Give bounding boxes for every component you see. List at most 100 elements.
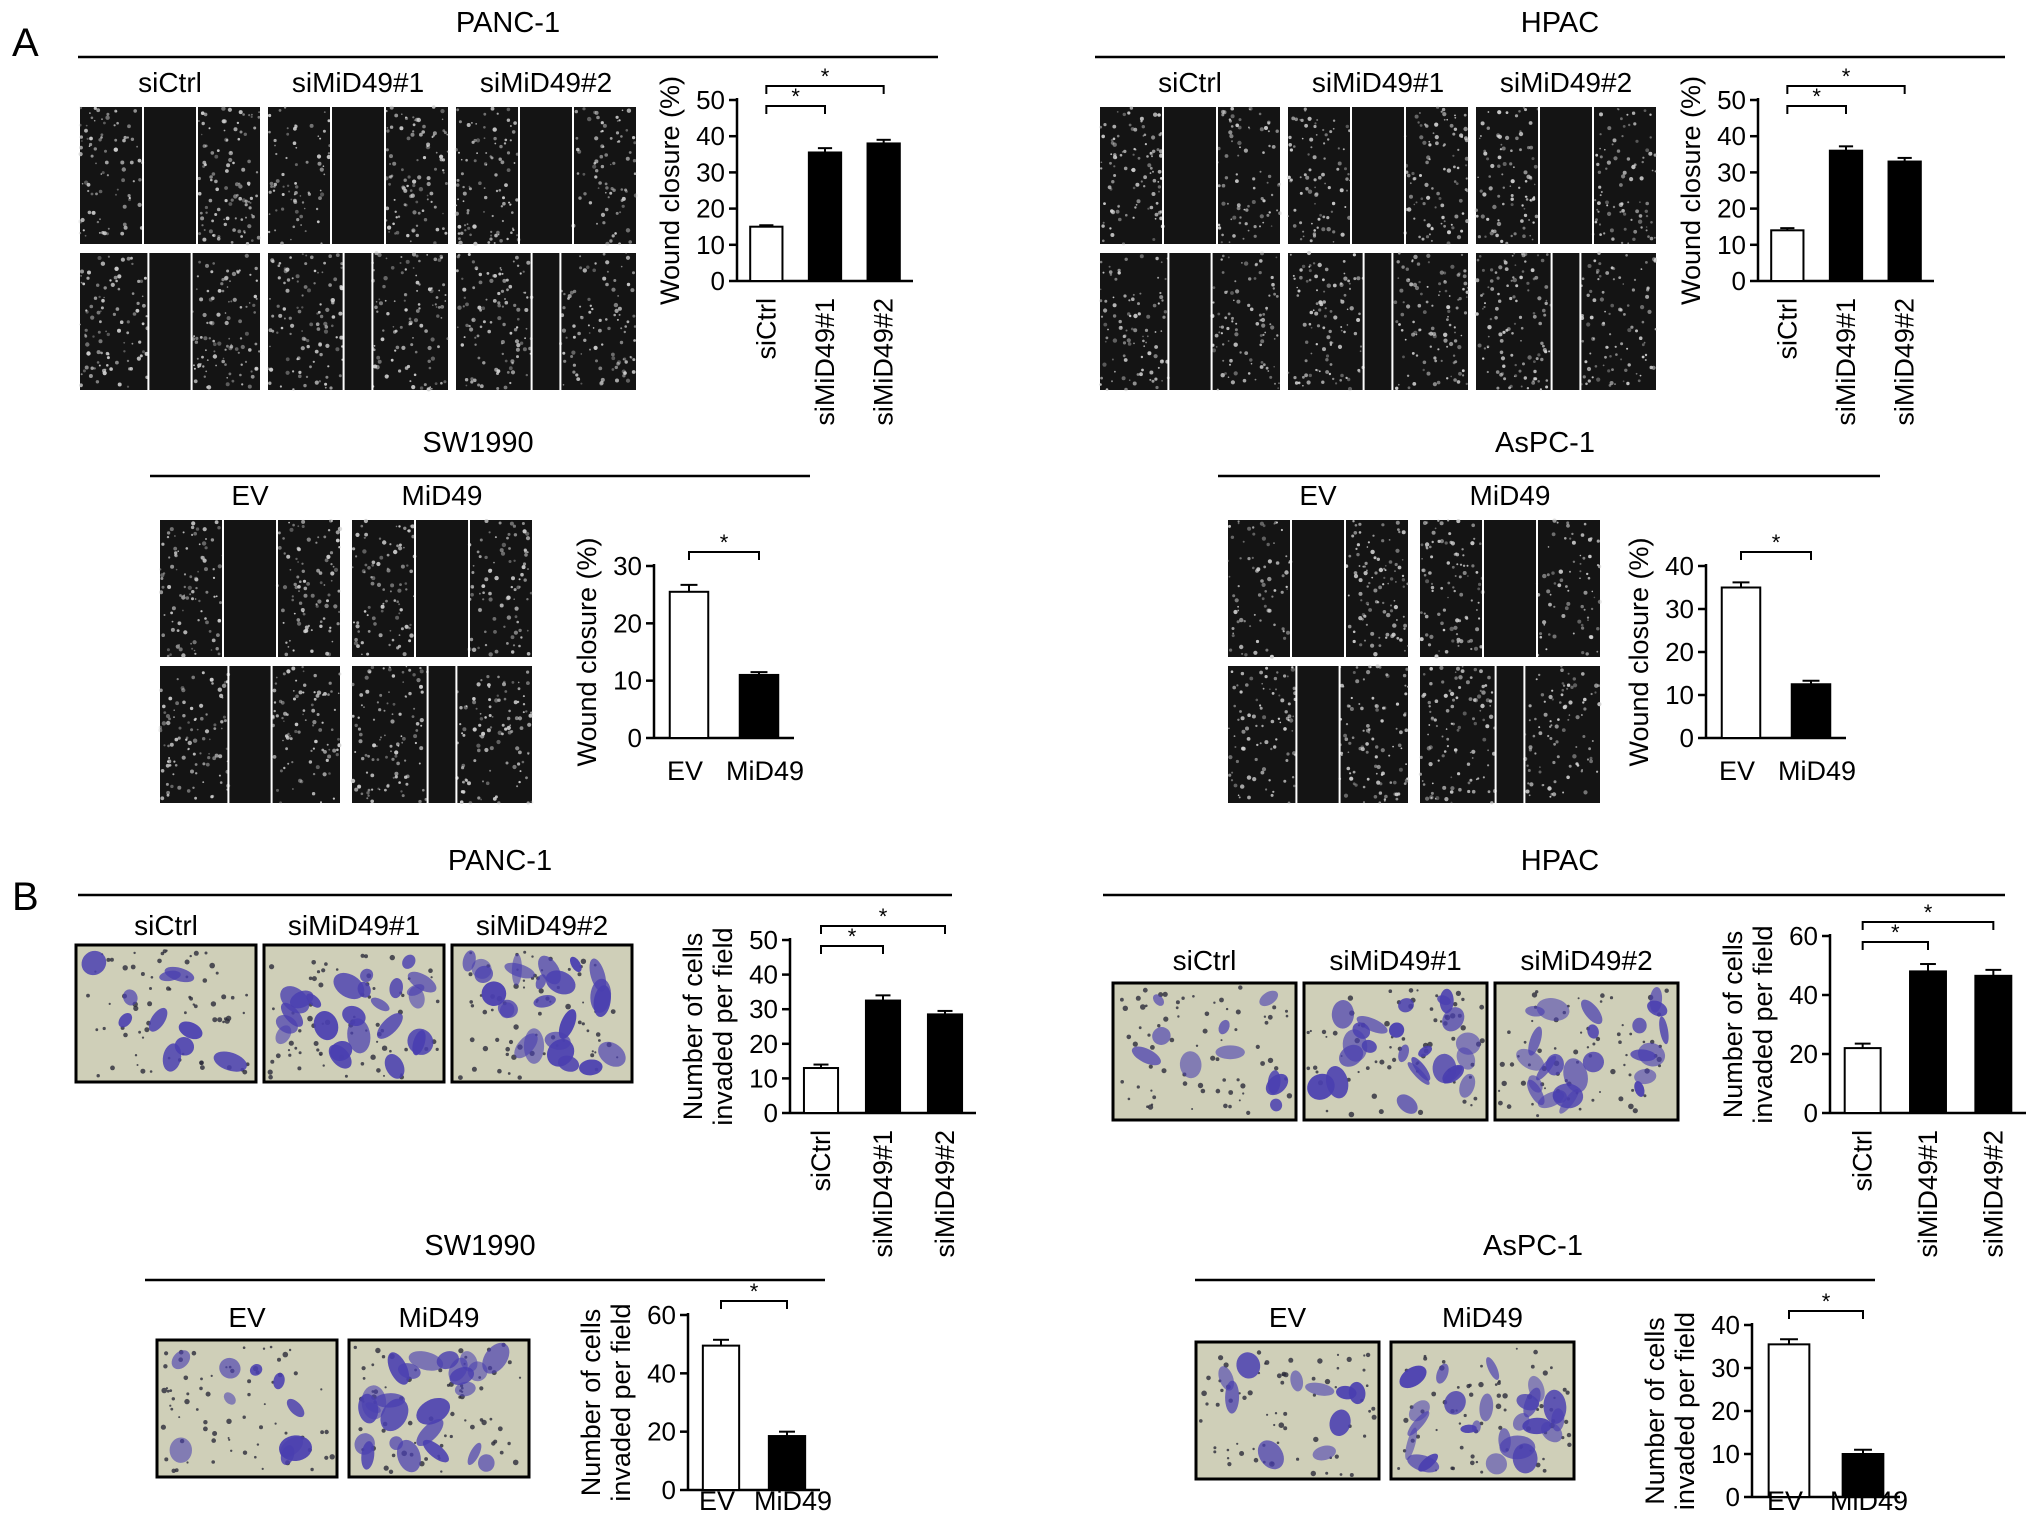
y-tick-label: 10 xyxy=(749,1063,778,1093)
subpanel-sw1990-wound: SW1990 EV MiD49 0 10 20 30 EV MiD49 * Wound closur… xyxy=(150,427,810,805)
bar xyxy=(864,999,902,1114)
condition-label: siMiD49#1 xyxy=(1312,67,1444,98)
bar xyxy=(701,1344,741,1491)
y-tick-label: 0 xyxy=(764,1098,778,1128)
y-tick-label: 20 xyxy=(1789,1039,1818,1069)
significance-bracket xyxy=(820,945,884,954)
transwell-image xyxy=(1194,1340,1381,1481)
significance-asterisk: * xyxy=(1924,900,1933,925)
wound-image xyxy=(1420,520,1600,657)
bar xyxy=(1770,229,1805,283)
y-tick-label: 40 xyxy=(696,121,725,151)
y-axis-label: Wound closure (%) xyxy=(655,76,685,305)
y-tick-label: 10 xyxy=(1717,230,1746,260)
bar xyxy=(1909,970,1947,1115)
significance-bracket xyxy=(720,1300,788,1309)
bar xyxy=(749,225,784,282)
cell-line-title: SW1990 xyxy=(422,427,533,459)
condition-label: siMiD49#1 xyxy=(292,67,424,98)
bar xyxy=(926,1013,964,1115)
wound-image xyxy=(80,107,260,244)
cell-line-title: HPAC xyxy=(1521,7,1599,39)
condition-label: EV xyxy=(228,1302,266,1333)
cell-texture xyxy=(267,251,450,392)
stained-cells xyxy=(458,950,626,1080)
wound-image xyxy=(1288,107,1468,244)
x-category-label: siMiD49#1 xyxy=(1913,1130,1943,1258)
cell-line-title: AsPC-1 xyxy=(1495,427,1595,459)
y-tick-label: 10 xyxy=(1711,1439,1740,1469)
significance-bracket xyxy=(1786,85,1906,94)
cell-line-title: SW1990 xyxy=(424,1230,535,1262)
x-category-label: EV xyxy=(1719,756,1755,786)
x-category-label: MiD49 xyxy=(1778,756,1856,786)
condition-label: siMiD49#2 xyxy=(1520,945,1652,976)
subpanel-aspc-1-invasion: AsPC-1 EV MiD49 0 10 20 30 40 EV MiD49 * Number of … xyxy=(1194,1230,1908,1516)
subpanel-sw1990-invasion: SW1990 EV MiD49 0 20 40 60 EV MiD49 * Number of ce… xyxy=(145,1230,832,1516)
bar-chart: 0 10 20 30 40 EV MiD49 * Wound closure (%) xyxy=(1624,530,1856,786)
stained-cells xyxy=(267,953,440,1080)
subpanel-panc-1-wound: PANC-1 siCtrl siMiD49#1 siMiD49#2 0 10 20 30 40 5… xyxy=(78,7,938,426)
y-tick-label: 20 xyxy=(647,1417,676,1447)
condition-label: siCtrl xyxy=(134,910,198,941)
x-category-label: siCtrl xyxy=(751,298,781,360)
cell-texture xyxy=(1474,106,1657,245)
bar xyxy=(1767,1343,1811,1498)
x-category-label: siMiD49#2 xyxy=(1978,1130,2008,1258)
y-tick-label: 10 xyxy=(696,230,725,260)
significance-asterisk: * xyxy=(821,64,830,89)
wound-image xyxy=(160,666,340,803)
y-tick-label: 20 xyxy=(749,1029,778,1059)
y-tick-label: 50 xyxy=(749,925,778,955)
condition-label: MiD49 xyxy=(402,480,483,511)
y-tick-label: 40 xyxy=(1665,551,1694,581)
cell-line-title: AsPC-1 xyxy=(1483,1230,1583,1262)
y-axis-label: Number of cells xyxy=(1640,1317,1670,1505)
wound-image xyxy=(1476,253,1656,390)
y-axis-label: Number of cells xyxy=(678,933,708,1121)
cell-texture xyxy=(1419,518,1602,659)
x-category-label: siMiD49#2 xyxy=(930,1130,960,1258)
y-tick-label: 40 xyxy=(1789,980,1818,1010)
x-category-label: EV xyxy=(1767,1486,1803,1516)
wound-image xyxy=(456,107,636,244)
bar xyxy=(767,1435,807,1491)
stained-cells xyxy=(160,1345,335,1474)
y-tick-label: 0 xyxy=(628,723,642,753)
bar xyxy=(1887,160,1922,282)
cell-texture xyxy=(351,518,533,657)
condition-label: siMiD49#1 xyxy=(1329,945,1461,976)
stained-cells xyxy=(1397,1347,1572,1475)
y-axis-label: invaded per field xyxy=(1748,925,1778,1123)
condition-label: siMiD49#2 xyxy=(476,910,608,941)
subpanel-hpac-wound: HPAC siCtrl siMiD49#1 siMiD49#2 0 10 20 30 40 50 s… xyxy=(1095,7,2005,426)
significance-asterisk: * xyxy=(1772,530,1781,555)
cell-texture xyxy=(78,106,261,246)
y-tick-label: 10 xyxy=(1665,680,1694,710)
significance-bracket xyxy=(765,105,826,114)
significance-asterisk: * xyxy=(1822,1289,1831,1314)
bar xyxy=(668,590,710,739)
stained-cells xyxy=(1199,1350,1377,1477)
wound-image xyxy=(1476,107,1656,244)
cell-texture xyxy=(1226,520,1409,659)
condition-label: siCtrl xyxy=(138,67,202,98)
subpanel-hpac-invasion: HPAC siCtrl siMiD49#1 siMiD49#2 0 20 40 60 siCtr… xyxy=(1103,845,2026,1258)
wound-image xyxy=(456,253,636,390)
x-category-label: siMiD49#1 xyxy=(1831,298,1861,426)
x-category-label: MiD49 xyxy=(1830,1486,1908,1516)
bar xyxy=(1720,586,1762,739)
significance-bracket xyxy=(1788,1310,1864,1319)
stained-cells xyxy=(81,949,250,1078)
cell-texture xyxy=(159,519,343,658)
y-tick-label: 0 xyxy=(1804,1098,1818,1128)
subpanel-aspc-1-wound: AsPC-1 EV MiD49 0 10 20 30 40 EV MiD49 * Wound clos… xyxy=(1218,427,1880,805)
y-tick-label: 30 xyxy=(696,157,725,187)
significance-asterisk: * xyxy=(750,1279,759,1304)
significance-asterisk: * xyxy=(879,904,888,929)
y-tick-label: 40 xyxy=(1717,121,1746,151)
significance-asterisk: * xyxy=(1891,920,1900,945)
y-tick-label: 20 xyxy=(1665,637,1694,667)
x-category-label: MiD49 xyxy=(726,756,804,786)
